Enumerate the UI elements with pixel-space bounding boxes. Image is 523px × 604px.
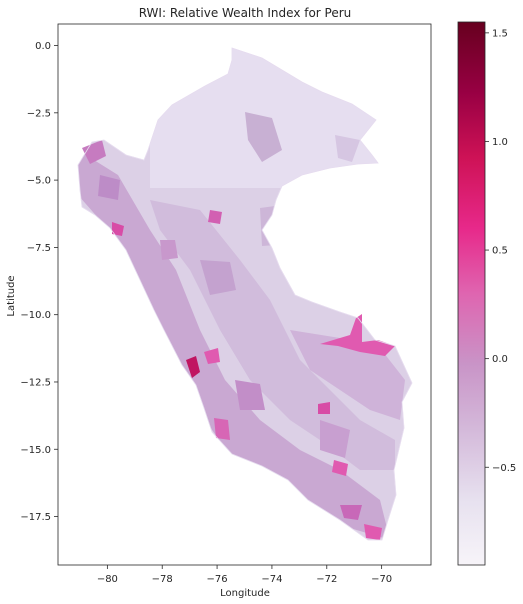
x-tick-label: −70 [371, 574, 392, 585]
colorbar: −0.5 0.0 0.5 1.0 1.5 [457, 21, 516, 566]
lima-highlight-2 [204, 348, 220, 364]
district-patch [98, 175, 120, 200]
x-tick-label: −74 [261, 574, 282, 585]
x-tick-label: −80 [97, 574, 118, 585]
district-patch [320, 420, 350, 458]
y-tick-label: −17.5 [20, 512, 51, 523]
y-tick-label: −15.0 [20, 445, 51, 456]
arequipa-highlight [332, 460, 348, 476]
y-tick-label: 0.0 [35, 41, 51, 52]
x-tick-label: −76 [207, 574, 228, 585]
tacna-highlight [364, 524, 382, 540]
y-tick-label: −7.5 [27, 243, 51, 254]
colorbar-tick-label: 0.0 [492, 354, 508, 365]
chart-title: RWI: Relative Wealth Index for Peru [139, 6, 352, 20]
lambayeque-highlight [112, 222, 124, 236]
y-axis-label: Latitude [6, 275, 17, 316]
x-axis: −80 −78 −76 −74 −72 −70 [97, 565, 392, 585]
loreto-region [245, 112, 282, 162]
y-tick-label: −2.5 [27, 108, 51, 119]
colorbar-tick-label: 0.5 [492, 246, 508, 257]
x-tick-label: −78 [152, 574, 173, 585]
ancash-highlight [208, 210, 222, 224]
y-tick-label: −10.0 [20, 310, 51, 321]
colorbar-tick-label: 1.0 [492, 137, 508, 148]
colorbar-tick-label: 1.5 [492, 28, 508, 39]
coastal-band [78, 150, 390, 540]
colorbar-ticks: −0.5 0.0 0.5 1.0 1.5 [485, 28, 516, 474]
x-tick-label: −72 [316, 574, 337, 585]
ica-highlight [214, 418, 230, 440]
lima-highlight [186, 356, 200, 378]
cusco-highlight [318, 402, 330, 414]
district-patch [160, 240, 178, 260]
y-tick-label: −12.5 [20, 377, 51, 388]
x-axis-label: Longitude [220, 588, 270, 599]
moquegua-highlight [340, 505, 362, 520]
district-patch [200, 260, 236, 295]
colorbar-gradient [457, 21, 486, 566]
colorbar-tick-label: −0.5 [492, 463, 516, 474]
northeast-region [335, 135, 360, 162]
y-tick-label: −5.0 [27, 176, 51, 187]
ucayali-highlight [320, 314, 395, 356]
piura-highlight [82, 140, 106, 164]
y-axis: 0.0 −2.5 −5.0 −7.5 −10.0 −12.5 −15.0 −17.5 [20, 41, 58, 523]
district-patch [235, 380, 265, 410]
